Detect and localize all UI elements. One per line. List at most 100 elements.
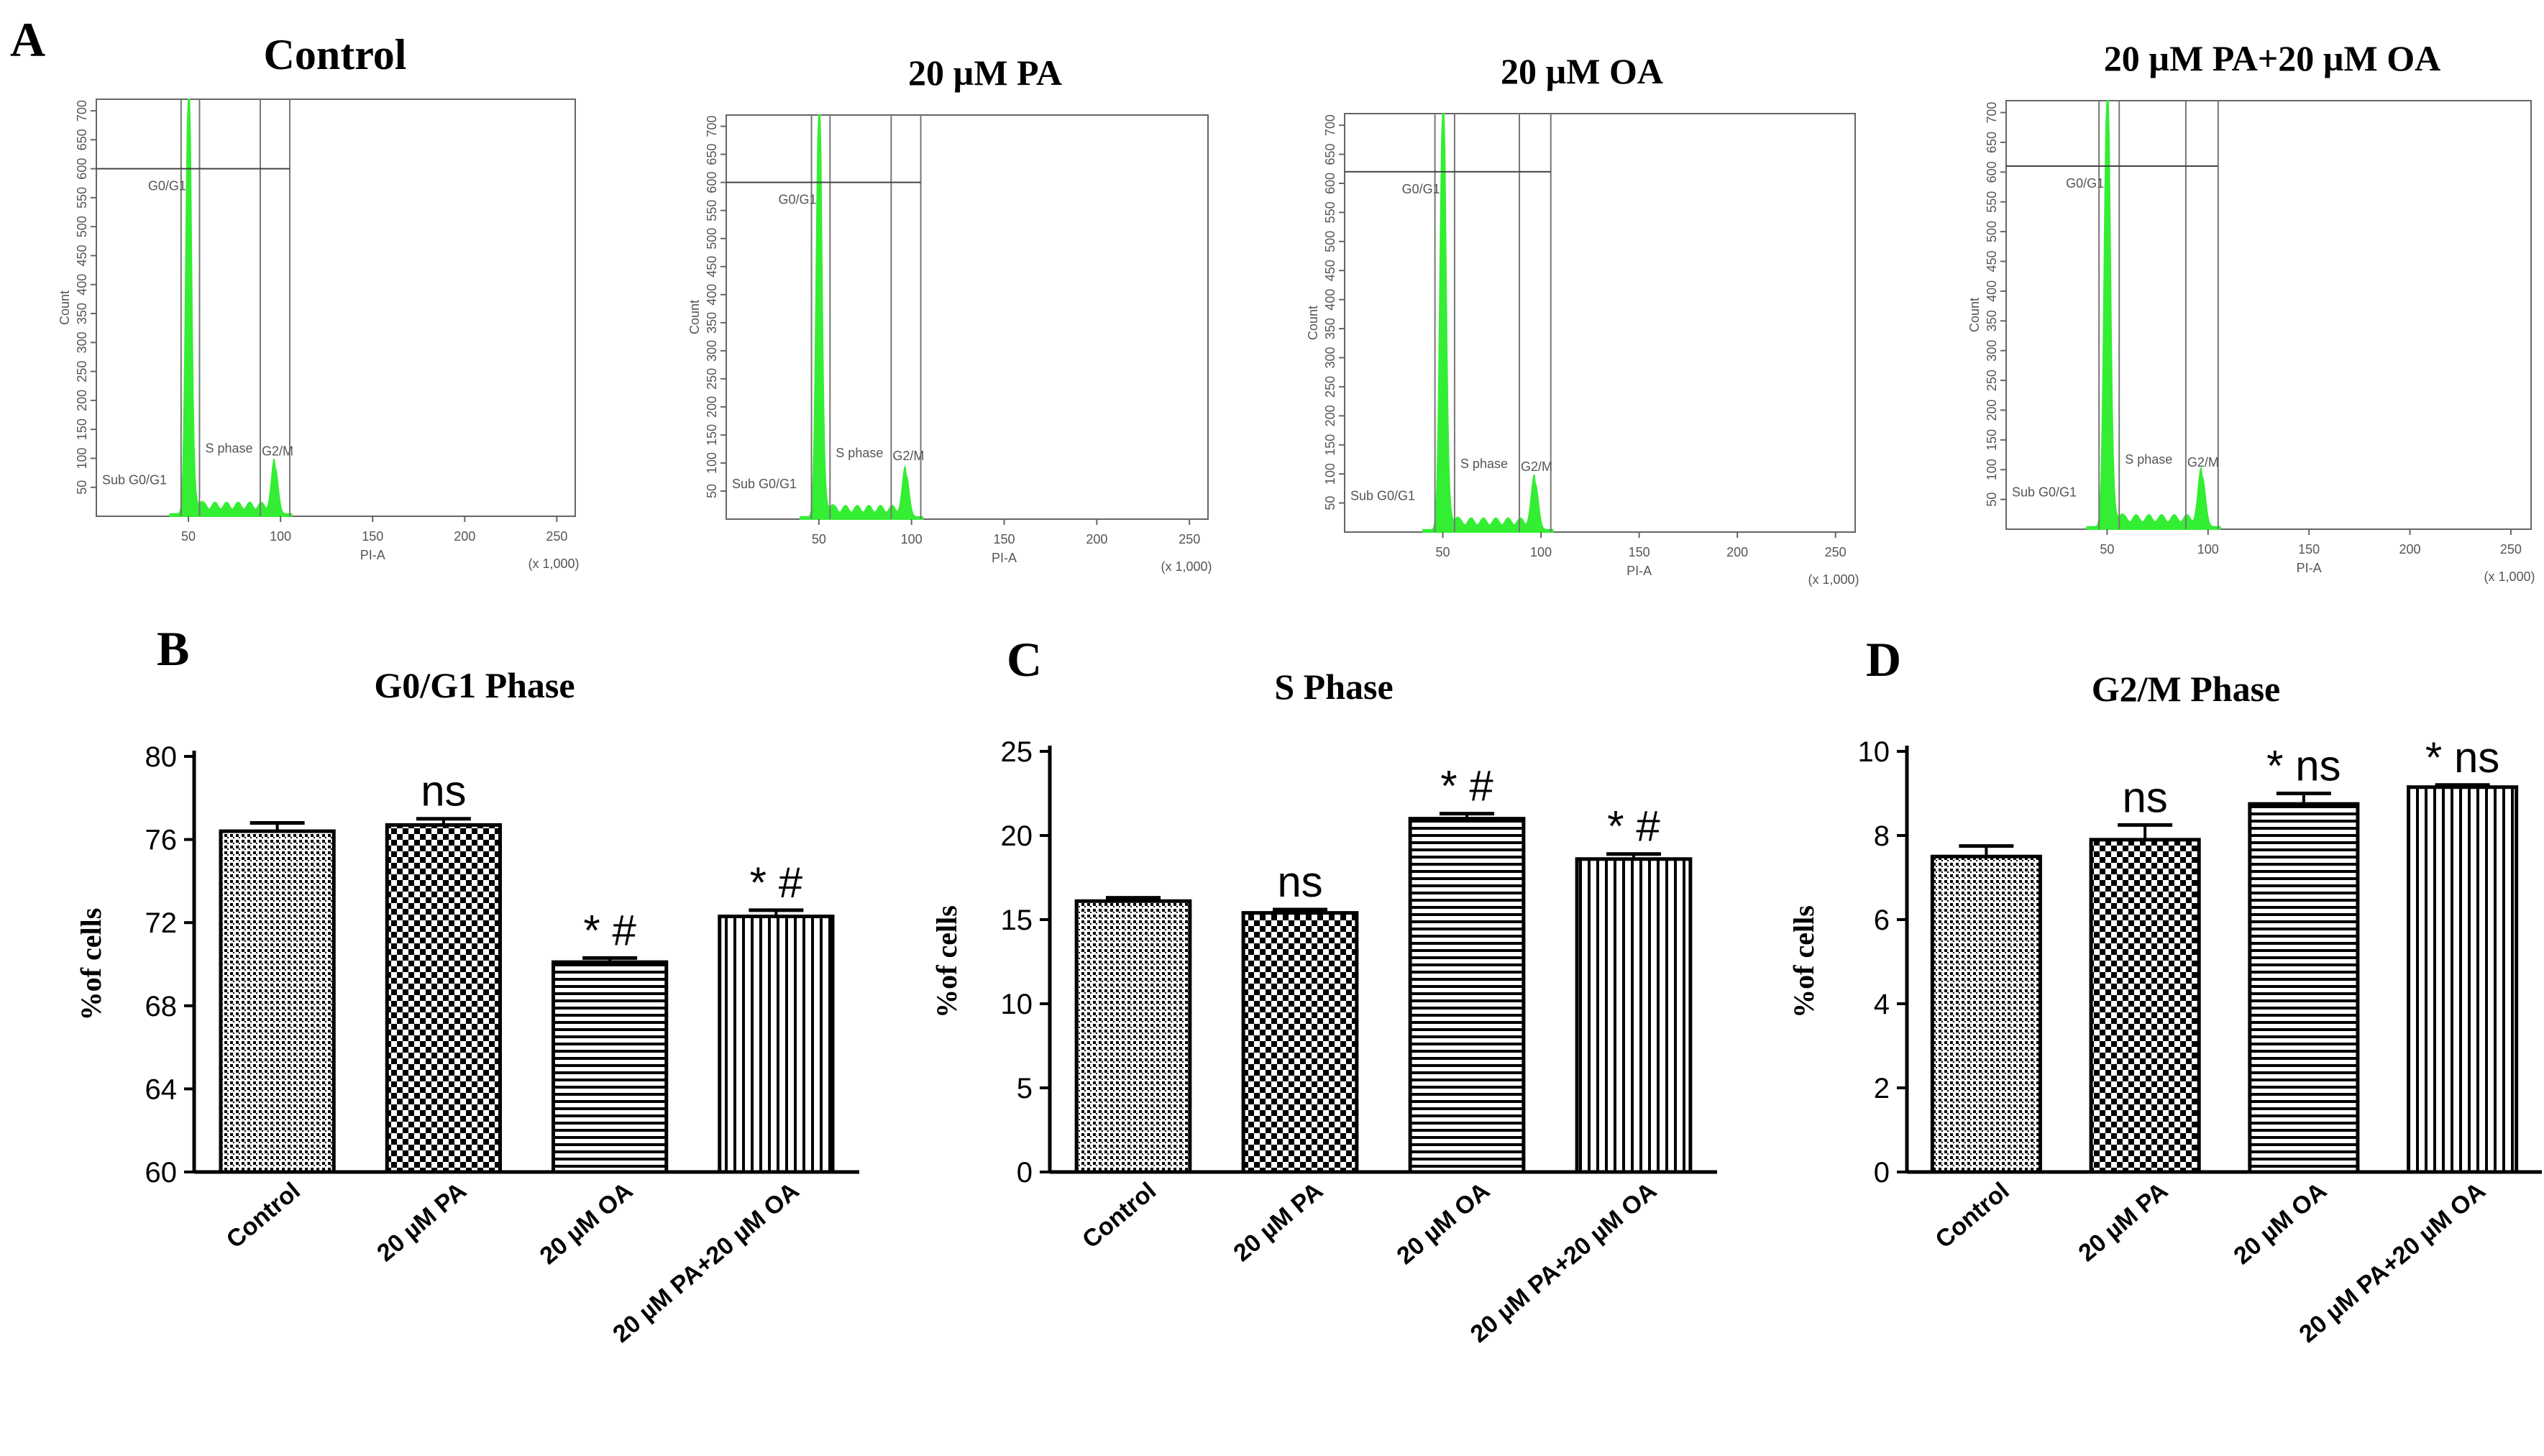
bar-chart-g0g1: G0/G1 Phase 60 64 68 72 76 80 %of cells Control n…	[75, 665, 859, 1348]
y-tick-label: 700	[1985, 102, 1999, 124]
y-tick-label: 4	[1874, 989, 1890, 1020]
chart-title: G0/G1 Phase	[374, 665, 575, 705]
x-tick-label: 150	[362, 529, 383, 544]
histogram-peak	[800, 114, 924, 520]
y-tick-label: 450	[1323, 260, 1337, 281]
y-tick-label: 250	[1323, 376, 1337, 398]
x-tick-label: 150	[2298, 542, 2320, 557]
y-axis-label: Count	[687, 300, 702, 334]
chart-title: G2/M Phase	[2092, 669, 2280, 709]
y-tick-label: 550	[75, 187, 89, 209]
gate-label-sub-g0g1: Sub G0/G1	[2012, 485, 2077, 499]
bar-0	[219, 829, 336, 1174]
histogram-pa-plus-oa: 20 µM PA+20 µM OA G0/G1 S phase G2/M Sub G0/…	[1967, 38, 2535, 584]
y-tick-label: 50	[1323, 496, 1337, 510]
category-label: 20 µM PA+20 µM OA	[1465, 1177, 1662, 1348]
bar-0	[1930, 854, 2042, 1174]
y-tick-label: 150	[1985, 429, 1999, 451]
y-tick-label: 550	[1323, 201, 1337, 223]
x-tick-label: 200	[1726, 545, 1748, 559]
y-tick-label: 6	[1874, 905, 1890, 936]
y-tick-label: 650	[1985, 132, 1999, 153]
x-tick-label: 100	[2197, 542, 2219, 557]
y-tick-label: 450	[1985, 250, 1999, 272]
histogram-peak	[1422, 113, 1554, 533]
category-label: Control	[1931, 1177, 2015, 1254]
bar-1	[2089, 838, 2201, 1174]
gate-label-sub-g0g1: Sub G0/G1	[732, 477, 797, 491]
y-tick-label: 350	[75, 303, 89, 324]
y-tick-label: 25	[1001, 736, 1033, 768]
significance-label: * #	[750, 859, 803, 907]
y-tick-label: 76	[145, 825, 178, 856]
y-tick-label: 50	[75, 480, 89, 495]
x-scale-note: (x 1,000)	[2484, 569, 2535, 584]
category-label: Control	[1077, 1177, 1161, 1254]
significance-label: * #	[583, 906, 636, 954]
y-tick-label: 250	[705, 368, 719, 390]
y-tick-label: 400	[75, 274, 89, 296]
y-tick-label: 10	[1858, 736, 1890, 768]
category-label: 20 µM OA	[1392, 1177, 1496, 1270]
y-tick-label: 700	[75, 100, 89, 122]
gate-label-s-phase: S phase	[836, 446, 883, 460]
significance-label: * ns	[2425, 733, 2499, 782]
panel-letter-b: B	[157, 621, 189, 676]
category-label: 20 µM PA	[372, 1177, 472, 1267]
y-tick-label: 200	[1323, 405, 1337, 426]
y-tick-label: 450	[75, 244, 89, 266]
y-tick-label: 350	[1323, 318, 1337, 339]
category-label: 20 µM PA+20 µM OA	[608, 1177, 804, 1348]
y-tick-label: 650	[705, 144, 719, 165]
y-tick-label: 200	[1985, 399, 1999, 421]
x-tick-label: 200	[2399, 542, 2421, 557]
y-axis-label: %of cells	[75, 908, 107, 1021]
y-tick-label: 500	[75, 216, 89, 237]
bar-3	[1575, 857, 1693, 1174]
histogram-control: Control G0/G1 S phase G2/M Sub G0/G1 50 100 150…	[58, 31, 580, 571]
y-tick-label: 5	[1017, 1073, 1033, 1104]
bar-2	[1408, 817, 1526, 1174]
panel-letter-a: A	[10, 12, 45, 67]
y-tick-label: 400	[1323, 289, 1337, 311]
y-tick-label: 20	[1001, 820, 1033, 852]
y-tick-label: 400	[705, 284, 719, 306]
histogram-title: 20 µM OA	[1501, 51, 1663, 91]
y-tick-label: 0	[1017, 1157, 1033, 1189]
y-tick-label: 650	[75, 129, 89, 150]
plot-frame	[726, 114, 1209, 520]
gate-label-sub-g0g1: Sub G0/G1	[102, 473, 167, 487]
panel-letter-c: C	[1007, 632, 1042, 687]
y-axis-label: Count	[1967, 298, 1982, 332]
gate-label-g2m: G2/M	[1521, 459, 1552, 474]
histogram-peak	[2086, 100, 2221, 530]
category-label: 20 µM OA	[535, 1177, 639, 1270]
y-tick-label: 700	[705, 116, 719, 137]
x-tick-label: 50	[181, 529, 196, 544]
y-tick-label: 100	[75, 447, 89, 469]
y-tick-label: 100	[705, 452, 719, 474]
gate-label-g0g1: G0/G1	[779, 193, 817, 207]
x-scale-note: (x 1,000)	[1161, 559, 1212, 574]
x-axis-label: PI-A	[360, 548, 385, 562]
y-tick-label: 300	[705, 340, 719, 362]
significance-label: * #	[1607, 802, 1660, 851]
bar-3	[718, 915, 835, 1174]
histogram-title: Control	[264, 31, 407, 78]
y-tick-label: 550	[1985, 191, 1999, 213]
category-label: 20 µM OA	[2228, 1177, 2332, 1270]
bar-3	[2407, 785, 2519, 1174]
y-axis-label: %of cells	[1788, 905, 1820, 1018]
bar-1	[1241, 911, 1359, 1174]
gate-label-g0g1: G0/G1	[148, 179, 186, 193]
y-tick-label: 200	[705, 396, 719, 418]
y-tick-label: 50	[705, 484, 719, 498]
x-tick-label: 100	[270, 529, 291, 544]
category-label: 20 µM PA	[2073, 1177, 2173, 1267]
y-tick-label: 250	[75, 361, 89, 383]
x-axis-label: PI-A	[2297, 561, 2322, 575]
y-tick-label: 600	[1985, 161, 1999, 183]
panel-letter-d: D	[1866, 632, 1901, 687]
y-tick-label: 8	[1874, 820, 1890, 852]
